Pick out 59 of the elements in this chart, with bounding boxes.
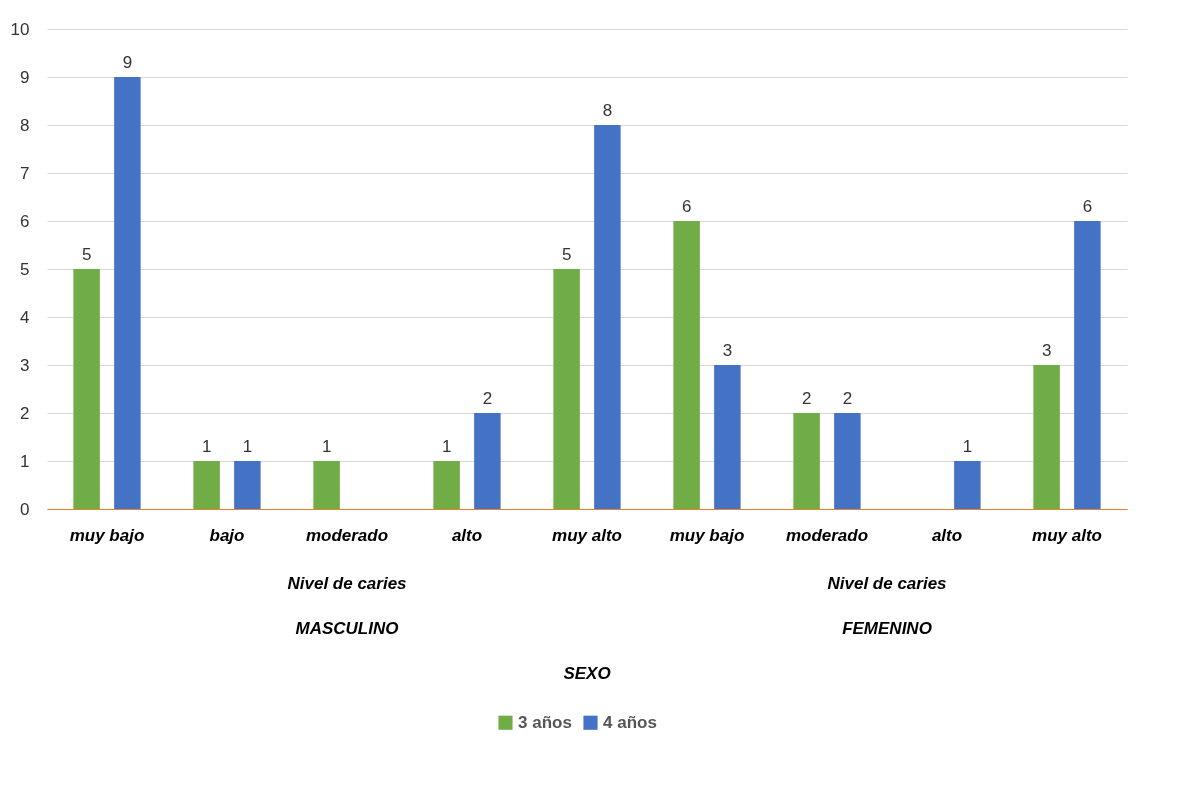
data-label: 1 (201, 437, 212, 456)
legend-label: 4 años (603, 712, 657, 732)
y-tick-label: 10 (10, 19, 30, 39)
x-tick-label: moderado (785, 525, 869, 545)
data-label: 9 (122, 53, 133, 72)
data-label: 3 (722, 341, 733, 360)
y-tick-label: 0 (20, 499, 30, 519)
y-tick-label: 3 (20, 355, 30, 375)
data-label: 2 (842, 389, 853, 408)
bar (673, 221, 700, 509)
data-label: 3 (1041, 341, 1052, 360)
x-tick-label: muy alto (552, 525, 622, 545)
data-label: 8 (602, 101, 613, 120)
data-label: 1 (321, 437, 332, 456)
bar (433, 461, 460, 509)
y-tick-label: 8 (20, 115, 30, 135)
y-tick-label: 2 (20, 403, 30, 423)
bar (313, 461, 340, 509)
bar (73, 269, 100, 509)
data-label: 6 (681, 197, 692, 216)
data-label: 5 (561, 245, 572, 264)
y-tick-label: 6 (20, 211, 30, 231)
y-tick-label: 7 (20, 163, 30, 183)
bar (714, 365, 741, 509)
text: MASCULINO (295, 619, 399, 638)
data-label: 1 (962, 437, 973, 456)
text: FEMENINO (842, 619, 932, 638)
x-tick-label: muy bajo (669, 525, 745, 545)
text: Nivel de caries (827, 574, 947, 593)
y-tick-label: 9 (20, 67, 30, 87)
bar (474, 413, 501, 509)
bar (594, 125, 621, 509)
bar (1033, 365, 1060, 509)
bar (234, 461, 261, 509)
text: Nivel de caries (287, 574, 407, 593)
data-label: 5 (81, 245, 92, 264)
bar (193, 461, 220, 509)
x-tick-label: moderado (305, 525, 389, 545)
x-tick-label: muy alto (1032, 525, 1102, 545)
x-tick-label: muy bajo (69, 525, 145, 545)
data-label: 2 (801, 389, 812, 408)
bar (1074, 221, 1101, 509)
bar (793, 413, 820, 509)
x-tick-label: alto (931, 525, 963, 545)
x-tick-label: alto (451, 525, 483, 545)
y-tick-label: 5 (20, 259, 30, 279)
x-tick-label: bajo (209, 525, 245, 545)
bar (553, 269, 580, 509)
data-label: 6 (1082, 197, 1093, 216)
bar (954, 461, 981, 509)
y-tick-label: 4 (20, 307, 30, 327)
bar (834, 413, 861, 509)
data-label: 1 (242, 437, 253, 456)
text: SEXO (563, 664, 611, 683)
data-label: 1 (441, 437, 452, 456)
y-tick-label: 1 (20, 451, 30, 471)
data-label: 2 (482, 389, 493, 408)
bar (114, 77, 141, 509)
legend-label: 3 años (518, 712, 572, 732)
